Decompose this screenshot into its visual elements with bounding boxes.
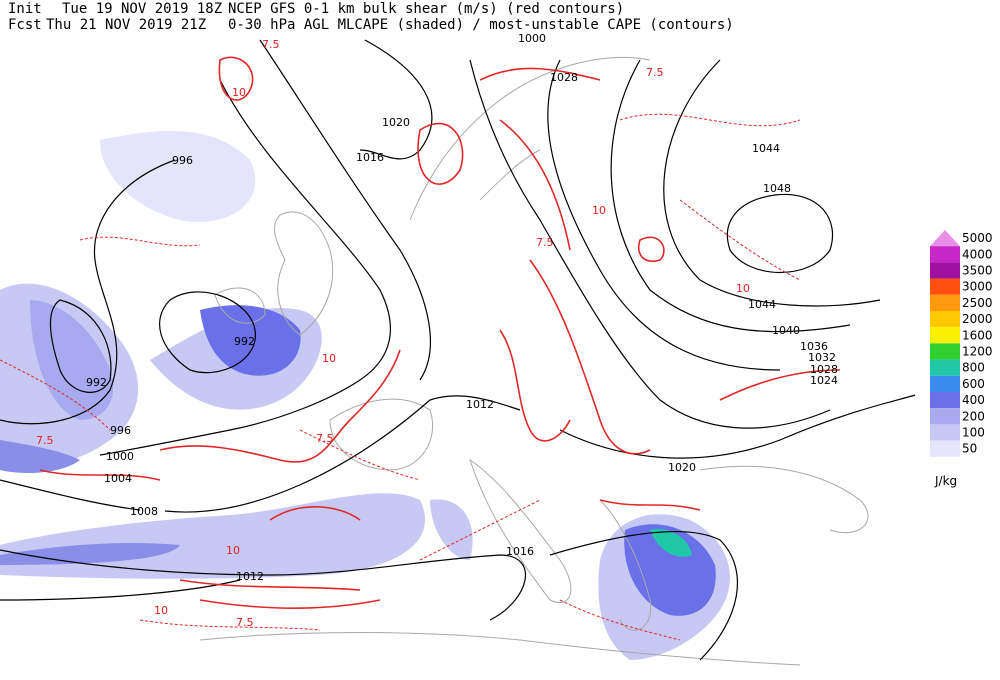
- cape-legend: 5000 4000 3500 3000 2500 2000 1600 1200 800 600 40…: [930, 230, 993, 457]
- isobar-label: 1028: [550, 71, 578, 84]
- legend-label: 800: [962, 361, 985, 375]
- legend-swatch: [930, 343, 960, 360]
- isobar-label: 1044: [748, 298, 776, 311]
- isobar-label: 1020: [668, 461, 696, 474]
- legend-label: 3500: [962, 264, 993, 278]
- isobar-label: 1008: [130, 505, 158, 518]
- legend-label: 50: [962, 442, 977, 456]
- legend-swatch: [930, 262, 960, 279]
- shear-label: 10: [322, 352, 336, 365]
- isobar-label: 1020: [382, 116, 410, 129]
- legend-swatch: [930, 408, 960, 425]
- legend-unit: J/kg: [934, 474, 957, 488]
- shear-label: 10: [232, 86, 246, 99]
- legend-swatch: [930, 294, 960, 311]
- legend-label: 100: [962, 426, 985, 440]
- legend-swatch: [930, 327, 960, 344]
- legend-label: 4000: [962, 247, 993, 261]
- fcst-label: Fcst: [8, 17, 42, 33]
- isobar-label: 1016: [506, 545, 534, 558]
- shear-label: 7.5: [36, 434, 54, 447]
- legend-swatch: [930, 311, 960, 328]
- shear-label: 10: [226, 544, 240, 557]
- isobar-label: 1040: [772, 324, 800, 337]
- shear-label: 10: [736, 282, 750, 295]
- isobar-label: 996: [172, 154, 193, 167]
- isobar-label: 1036: [800, 340, 828, 353]
- legend-label: 5000: [962, 231, 993, 245]
- isobar-label: 1044: [752, 142, 780, 155]
- isobar-label: 1048: [763, 182, 791, 195]
- legend-label: 1600: [962, 328, 993, 342]
- fcst-time: Thu 21 NOV 2019 21Z: [46, 17, 206, 33]
- shear-label: 7.5: [646, 66, 664, 79]
- legend-label: 600: [962, 377, 985, 391]
- legend-swatch: [930, 359, 960, 376]
- shear-label: 7.5: [236, 616, 254, 629]
- isobar-label: 992: [234, 335, 255, 348]
- isobar-label: 1016: [356, 151, 384, 164]
- legend-swatch: [930, 424, 960, 441]
- legend-label: 3000: [962, 280, 993, 294]
- isobar-label: 1024: [810, 374, 838, 387]
- legend-label: 2500: [962, 296, 993, 310]
- legend-label: 400: [962, 393, 985, 407]
- shear-label: 10: [154, 604, 168, 617]
- legend-swatch: [930, 278, 960, 295]
- shear-labels: 7.5 10 7.5 10 7.5 10 7.5 10 7.5 10 7.5 1…: [36, 38, 750, 629]
- init-label: Init: [8, 1, 42, 17]
- shear-label: 7.5: [536, 236, 554, 249]
- shear-contours: [0, 56, 841, 641]
- legend-label: 2000: [962, 312, 993, 326]
- legend-label: 200: [962, 409, 985, 423]
- isobar-label: 1012: [466, 398, 494, 411]
- isobar-label: 996: [110, 424, 131, 437]
- isobar-label: 1032: [808, 351, 836, 364]
- legend-swatch: [930, 392, 960, 409]
- isobar-label: 1028: [810, 363, 838, 376]
- legend-swatch: [930, 246, 960, 263]
- subtitle: 0-30 hPa AGL MLCAPE (shaded) / most-unst…: [228, 17, 734, 33]
- shear-label: 10: [592, 204, 606, 217]
- isobar-label: 992: [86, 376, 107, 389]
- legend-swatch: [930, 440, 960, 457]
- legend-swatch: [930, 375, 960, 392]
- shear-label: 7.5: [316, 432, 334, 445]
- shear-label: 7.5: [262, 38, 280, 51]
- cape-shading: [0, 131, 730, 660]
- isobar-label: 1004: [104, 472, 132, 485]
- coastlines: [199, 56, 869, 666]
- isobar-label: 1000: [518, 32, 546, 45]
- legend-swatch: [930, 230, 960, 247]
- title: NCEP GFS 0-1 km bulk shear (m/s) (red co…: [228, 1, 624, 17]
- legend-label: 1200: [962, 345, 993, 359]
- isobar-labels: 1000 1028 1020 1016 1044 1048 996 992 99…: [86, 32, 838, 583]
- isobars: [0, 39, 916, 661]
- isobar-label: 1012: [236, 570, 264, 583]
- init-time: Tue 19 NOV 2019 18Z: [62, 1, 222, 17]
- isobar-label: 1000: [106, 450, 134, 463]
